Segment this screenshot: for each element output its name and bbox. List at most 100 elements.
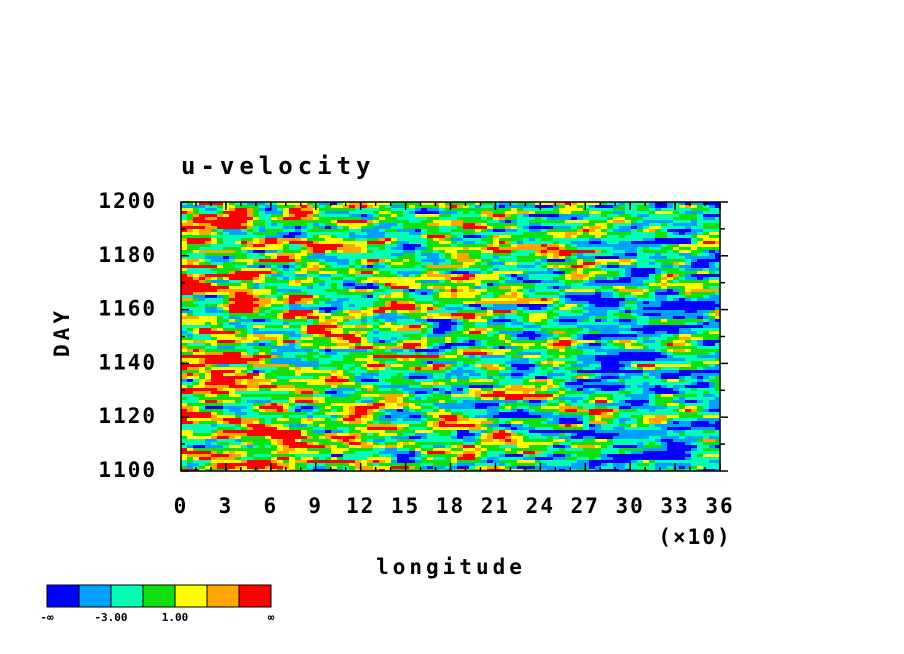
field-cell (409, 205, 415, 208)
field-cell (715, 313, 720, 316)
field-cell (553, 340, 559, 343)
field-cell (421, 259, 427, 262)
field-cell (433, 352, 439, 355)
field-cell (379, 313, 385, 316)
field-cell (535, 322, 541, 325)
field-cell (565, 349, 571, 352)
field-cell (637, 295, 643, 298)
field-cell (397, 214, 403, 217)
field-cell (337, 334, 343, 337)
field-cell (343, 274, 349, 277)
field-cell (439, 349, 445, 352)
field-cell (289, 337, 295, 340)
field-cell (679, 214, 685, 217)
field-cell (253, 337, 259, 340)
field-cell (301, 355, 307, 358)
field-cell (715, 331, 720, 334)
field-cell (265, 268, 271, 271)
field-cell (289, 205, 295, 208)
field-cell (241, 328, 247, 331)
field-cell (685, 271, 691, 274)
field-cell (511, 295, 517, 298)
field-cell (391, 358, 397, 361)
field-cell (319, 250, 325, 253)
field-cell (187, 325, 193, 328)
field-cell (355, 223, 361, 226)
field-cell (625, 349, 631, 352)
field-cell (475, 355, 481, 358)
field-cell (337, 355, 343, 358)
field-cell (409, 280, 415, 283)
field-cell (661, 301, 667, 304)
field-cell (589, 292, 595, 295)
field-cell (643, 295, 649, 298)
field-cell (715, 202, 720, 205)
field-cell (355, 262, 361, 265)
field-cell (583, 352, 589, 355)
field-cell (241, 343, 247, 346)
field-cell (625, 214, 631, 217)
field-cell (667, 364, 673, 367)
field-cell (715, 277, 720, 280)
field-cell (343, 331, 349, 334)
field-cell (391, 262, 397, 265)
field-cell (259, 280, 265, 283)
field-cell (601, 265, 607, 268)
field-cell (439, 316, 445, 319)
field-cell (607, 364, 613, 367)
field-cell (679, 235, 685, 238)
field-cell (259, 220, 265, 223)
field-cell (367, 244, 373, 247)
field-cell (469, 331, 475, 334)
field-cell (499, 346, 505, 349)
field-cell (553, 217, 559, 220)
field-cell (649, 208, 655, 211)
field-cell (193, 298, 199, 301)
field-cell (373, 334, 379, 337)
field-cell (511, 253, 517, 256)
field-cell (703, 235, 709, 238)
field-cell (247, 367, 253, 370)
field-cell (685, 289, 691, 292)
field-cell (523, 340, 529, 343)
field-cell (247, 334, 253, 337)
field-cell (187, 238, 193, 241)
field-cell (403, 340, 409, 343)
field-cell (295, 307, 301, 310)
field-cell (439, 328, 445, 331)
field-cell (673, 244, 679, 247)
field-cell (391, 364, 397, 367)
field-cell (205, 202, 211, 205)
field-cell (469, 214, 475, 217)
field-cell (259, 235, 265, 238)
field-cell (427, 217, 433, 220)
field-cell (379, 367, 385, 370)
field-cell (391, 250, 397, 253)
field-cell (565, 220, 571, 223)
field-cell (583, 304, 589, 307)
field-cell (307, 223, 313, 226)
field-cell (397, 202, 403, 205)
field-cell (229, 250, 235, 253)
field-cell (691, 208, 697, 211)
field-cell (379, 304, 385, 307)
field-cell (373, 337, 379, 340)
field-cell (217, 205, 223, 208)
field-cell (271, 349, 277, 352)
field-cell (589, 211, 595, 214)
field-cell (541, 295, 547, 298)
field-cell (475, 265, 481, 268)
field-cell (607, 277, 613, 280)
field-cell (247, 265, 253, 268)
field-cell (367, 247, 373, 250)
field-cell (343, 361, 349, 364)
field-cell (709, 346, 715, 349)
field-cell (349, 241, 355, 244)
field-cell (301, 223, 307, 226)
field-cell (439, 214, 445, 217)
field-cell (337, 229, 343, 232)
field-cell (463, 220, 469, 223)
field-cell (409, 208, 415, 211)
field-cell (349, 253, 355, 256)
field-cell (505, 307, 511, 310)
